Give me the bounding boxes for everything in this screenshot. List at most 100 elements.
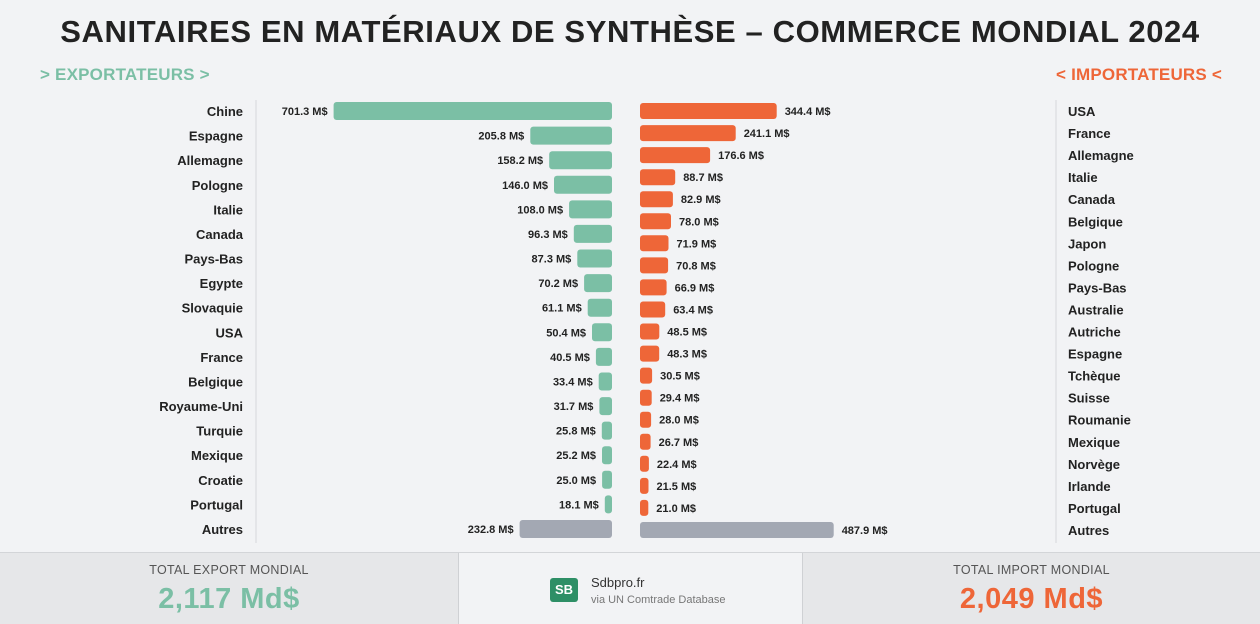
import-value-label: 29.4 M$ (660, 393, 700, 405)
import-country-label: Pologne (1068, 258, 1119, 273)
import-bar (640, 367, 653, 384)
import-bar (640, 389, 652, 406)
export-country-label: Egypte (200, 276, 243, 291)
export-bar (602, 446, 612, 465)
import-bar (640, 477, 649, 494)
export-country-label: Belgique (188, 374, 243, 389)
import-total-panel: TOTAL IMPORT MONDIAL 2,049 Md$ (803, 553, 1260, 624)
export-bar (601, 421, 612, 440)
export-value-label: 25.2 M$ (556, 450, 596, 462)
export-value-label: 40.5 M$ (550, 352, 590, 364)
import-bar (640, 125, 736, 142)
export-country-label: Espagne (189, 129, 243, 144)
import-bar (640, 147, 711, 164)
export-bar (587, 298, 612, 317)
export-bar (519, 520, 612, 538)
import-bar (640, 169, 676, 186)
export-value-label: 232.8 M$ (468, 524, 514, 536)
export-country-label: Canada (196, 227, 244, 242)
import-value-label: 487.9 M$ (842, 525, 888, 537)
export-value-label: 96.3 M$ (528, 229, 568, 241)
export-value-label: 158.2 M$ (497, 155, 543, 167)
export-bar (569, 200, 612, 219)
export-value-label: 18.1 M$ (559, 499, 599, 511)
import-value-label: 28.0 M$ (659, 415, 699, 427)
export-total-label: TOTAL EXPORT MONDIAL (149, 563, 309, 577)
export-value-label: 146.0 M$ (502, 180, 548, 192)
export-bar (584, 274, 612, 293)
import-country-label: Allemagne (1068, 148, 1134, 163)
export-country-label: Italie (213, 202, 243, 217)
export-country-label: Pologne (192, 178, 243, 193)
export-bar (530, 126, 612, 145)
import-bar (640, 522, 834, 538)
trade-chart: Chine 701.3 M$ Espagne 205.8 M$ Allemagne 158… (159, 100, 1134, 543)
import-bar (640, 433, 651, 450)
import-country-label: USA (1068, 104, 1096, 119)
import-series: 344.4 M$ USA 241.1 M$ France 176.6 M$ Allemag… (640, 103, 1134, 538)
export-bar (604, 495, 612, 514)
export-country-label: France (200, 350, 243, 365)
import-bar (640, 323, 660, 340)
export-country-label: Mexique (191, 448, 243, 463)
import-bar (640, 499, 649, 516)
importers-heading: < IMPORTATEURS < (1056, 65, 1222, 84)
import-country-label: Belgique (1068, 214, 1123, 229)
export-country-label: Pays-Bas (184, 252, 243, 267)
export-bar (333, 102, 612, 120)
import-value-label: 66.9 M$ (675, 282, 715, 294)
import-total-label: TOTAL IMPORT MONDIAL (953, 563, 1110, 577)
sdbpro-logo-icon: SB (550, 578, 578, 602)
import-value-label: 30.5 M$ (660, 371, 700, 383)
export-country-label: Royaume-Uni (159, 399, 243, 414)
import-value-label: 21.0 M$ (656, 503, 696, 515)
import-country-label: Australie (1068, 302, 1124, 317)
import-bar (640, 455, 649, 472)
export-series: Chine 701.3 M$ Espagne 205.8 M$ Allemagne 158… (159, 102, 612, 538)
export-country-label: Chine (207, 104, 243, 119)
import-value-label: 176.6 M$ (718, 150, 764, 162)
export-bar (595, 347, 612, 366)
export-value-label: 205.8 M$ (478, 131, 524, 143)
export-bar (602, 470, 612, 489)
export-value-label: 50.4 M$ (546, 327, 586, 339)
footer: TOTAL EXPORT MONDIAL 2,117 Md$ SB Sdbpro… (0, 552, 1260, 624)
source-note: via UN Comtrade Database (591, 594, 726, 606)
export-bar (592, 323, 612, 342)
export-value-label: 87.3 M$ (532, 254, 572, 266)
import-country-label: Autres (1068, 523, 1109, 538)
export-country-label: Croatie (198, 473, 243, 488)
export-country-label: Autres (202, 522, 243, 537)
import-country-label: Italie (1068, 170, 1098, 185)
export-value-label: 25.0 M$ (556, 475, 596, 487)
import-country-label: Canada (1068, 192, 1116, 207)
import-bar (640, 411, 652, 428)
import-bar (640, 103, 777, 119)
import-value-label: 78.0 M$ (679, 216, 719, 228)
export-country-label: Slovaquie (182, 301, 243, 316)
import-bar (640, 279, 667, 296)
export-value-label: 33.4 M$ (553, 376, 593, 388)
import-country-label: Mexique (1068, 435, 1120, 450)
export-value-label: 108.0 M$ (517, 204, 563, 216)
exporters-heading: > EXPORTATEURS > (40, 65, 210, 84)
export-value-label: 70.2 M$ (538, 278, 578, 290)
import-country-label: Japon (1068, 236, 1106, 251)
import-bar (640, 213, 671, 230)
chart-title: SANITAIRES EN MATÉRIAUX DE SYNTHÈSE – CO… (60, 14, 1200, 49)
export-bar (554, 175, 612, 194)
export-total-panel: TOTAL EXPORT MONDIAL 2,117 Md$ (0, 553, 459, 624)
export-bar (549, 151, 612, 170)
import-value-label: 241.1 M$ (744, 128, 790, 140)
export-bar (598, 372, 612, 391)
export-value-label: 701.3 M$ (282, 106, 328, 118)
import-bar (640, 191, 673, 208)
import-bar (640, 257, 669, 274)
export-value-label: 31.7 M$ (554, 401, 594, 413)
import-country-label: France (1068, 126, 1111, 141)
import-country-label: Tchèque (1068, 369, 1121, 384)
export-country-label: USA (216, 325, 244, 340)
export-country-label: Turquie (196, 424, 243, 439)
export-value-label: 25.8 M$ (556, 426, 596, 438)
import-value-label: 344.4 M$ (785, 106, 831, 118)
